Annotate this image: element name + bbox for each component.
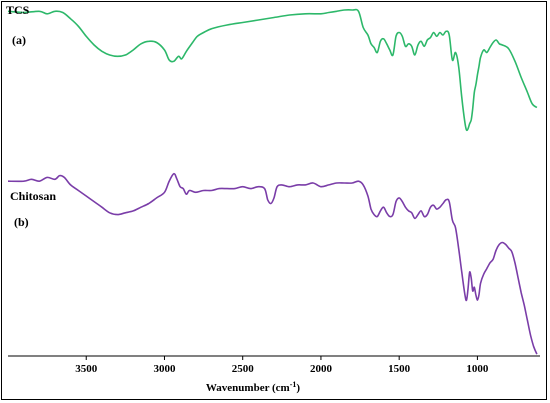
x-axis-ticks: 3500 3000 2500 2000 1500 1000 (8, 355, 540, 375)
x-tick-label: 2000 (310, 363, 333, 375)
series-label-tcs: TCS (6, 3, 30, 17)
series-line-chitosan (7, 172, 538, 355)
spectra (7, 8, 538, 355)
x-tick-label: 1000 (466, 363, 489, 375)
x-axis-title: Wavenumber (cm-1) (206, 380, 301, 394)
series-tag-a: (a) (12, 33, 26, 47)
x-tick-label: 2500 (232, 363, 255, 375)
series-tag-b: (b) (14, 215, 29, 229)
x-tick-label: 1500 (388, 363, 411, 375)
series-label-chitosan: Chitosan (10, 189, 56, 203)
x-tick-label: 3500 (75, 363, 98, 375)
x-tick-label: 3000 (153, 363, 176, 375)
series-line-tcs (7, 8, 538, 132)
